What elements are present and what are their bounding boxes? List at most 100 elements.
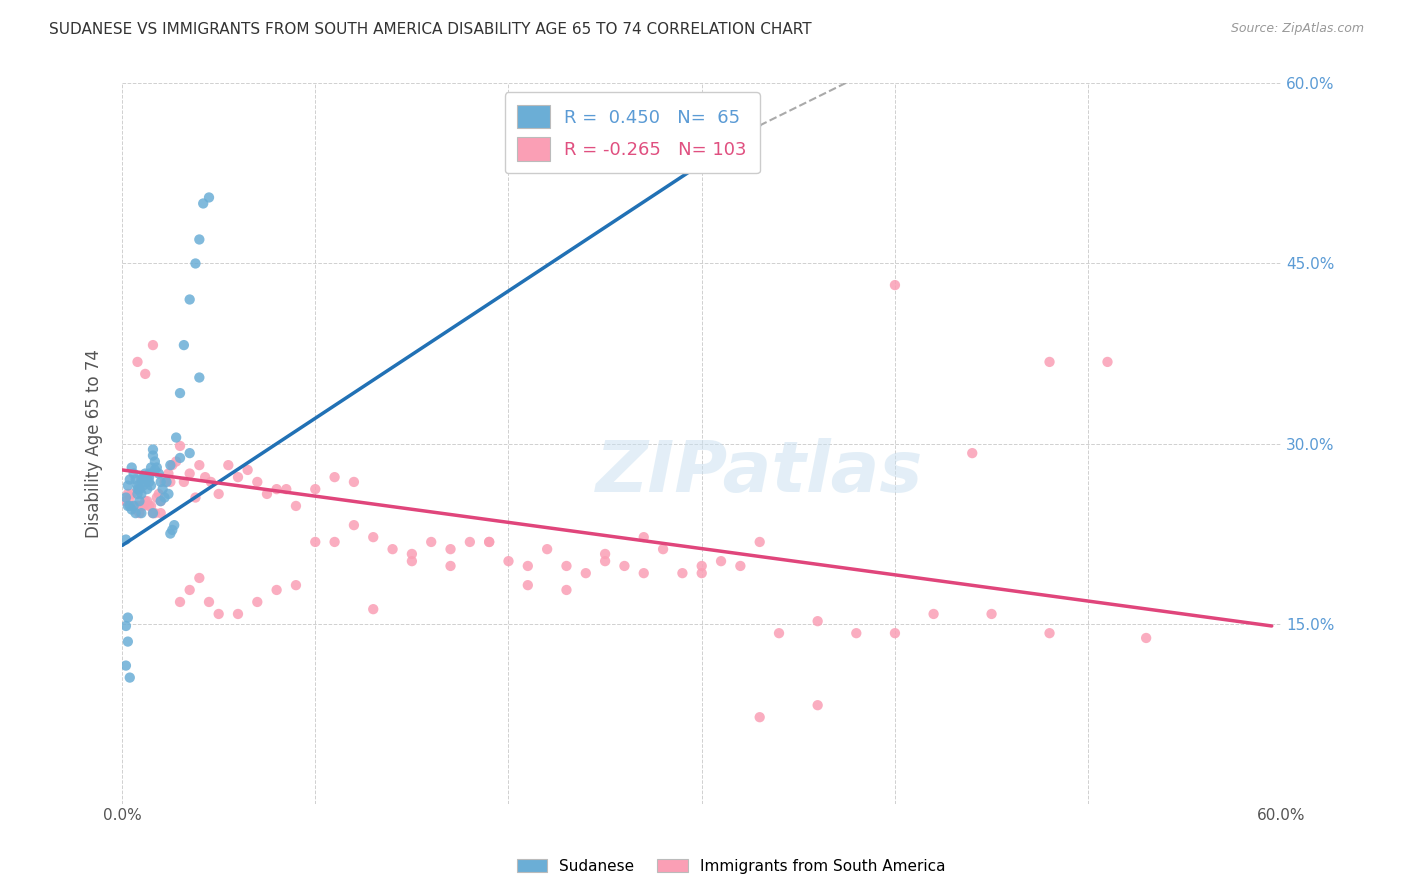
Point	[127, 478, 149, 492]
Point	[148, 467, 170, 481]
Point	[807, 698, 830, 713]
Point	[138, 499, 160, 513]
Point	[118, 491, 141, 505]
Point	[516, 558, 538, 573]
Point	[169, 450, 191, 465]
Point	[134, 470, 156, 484]
Point	[138, 470, 160, 484]
Point	[121, 487, 143, 501]
Point	[1097, 355, 1119, 369]
Point	[124, 506, 146, 520]
Point	[162, 523, 184, 537]
Point	[143, 463, 166, 477]
Point	[139, 499, 162, 513]
Point	[121, 502, 143, 516]
Point	[131, 487, 153, 501]
Point	[127, 482, 149, 496]
Point	[124, 473, 146, 487]
Point	[142, 506, 165, 520]
Text: Source: ZipAtlas.com: Source: ZipAtlas.com	[1230, 22, 1364, 36]
Point	[138, 475, 160, 489]
Legend: R =  0.450   N=  65, R = -0.265   N= 103: R = 0.450 N= 65, R = -0.265 N= 103	[505, 93, 759, 173]
Point	[139, 460, 162, 475]
Point	[149, 506, 172, 520]
Point	[131, 506, 153, 520]
Point	[134, 494, 156, 508]
Point	[266, 582, 288, 597]
Point	[922, 607, 945, 621]
Point	[884, 278, 907, 293]
Point	[173, 475, 195, 489]
Point	[188, 370, 211, 384]
Point	[131, 473, 153, 487]
Point	[149, 494, 172, 508]
Point	[163, 518, 186, 533]
Point	[633, 530, 655, 544]
Point	[555, 582, 578, 597]
Point	[142, 449, 165, 463]
Point	[236, 463, 259, 477]
Point	[226, 470, 249, 484]
Point	[1038, 355, 1060, 369]
Point	[142, 442, 165, 457]
Point	[188, 232, 211, 246]
Point	[343, 475, 366, 489]
Point	[146, 491, 169, 505]
Point	[122, 499, 145, 513]
Point	[143, 506, 166, 520]
Point	[134, 467, 156, 481]
Point	[420, 535, 443, 549]
Point	[169, 386, 191, 401]
Point	[132, 499, 155, 513]
Point	[165, 431, 187, 445]
Point	[188, 458, 211, 472]
Point	[132, 470, 155, 484]
Point	[439, 558, 461, 573]
Point	[184, 491, 207, 505]
Point	[115, 533, 138, 547]
Point	[276, 482, 298, 496]
Point	[710, 554, 733, 568]
Point	[593, 547, 616, 561]
Point	[498, 554, 520, 568]
Y-axis label: Disability Age 65 to 74: Disability Age 65 to 74	[86, 349, 103, 538]
Point	[159, 526, 181, 541]
Point	[193, 196, 215, 211]
Point	[157, 467, 180, 481]
Point	[128, 482, 150, 496]
Point	[169, 439, 191, 453]
Point	[179, 467, 201, 481]
Point	[117, 499, 139, 513]
Point	[165, 454, 187, 468]
Point	[132, 478, 155, 492]
Point	[118, 473, 141, 487]
Point	[361, 602, 384, 616]
Point	[361, 530, 384, 544]
Point	[122, 467, 145, 481]
Point	[122, 499, 145, 513]
Point	[128, 506, 150, 520]
Point	[439, 542, 461, 557]
Point	[256, 487, 278, 501]
Point	[226, 607, 249, 621]
Point	[633, 566, 655, 581]
Point	[1038, 626, 1060, 640]
Point	[127, 355, 149, 369]
Point	[179, 446, 201, 460]
Point	[117, 634, 139, 648]
Point	[134, 367, 156, 381]
Point	[121, 460, 143, 475]
Point	[157, 487, 180, 501]
Point	[128, 494, 150, 508]
Point	[208, 487, 231, 501]
Point	[146, 460, 169, 475]
Point	[136, 482, 159, 496]
Point	[149, 494, 172, 508]
Point	[159, 458, 181, 472]
Point	[142, 338, 165, 352]
Point	[117, 487, 139, 501]
Point	[136, 473, 159, 487]
Point	[194, 470, 217, 484]
Point	[478, 535, 501, 549]
Point	[593, 554, 616, 568]
